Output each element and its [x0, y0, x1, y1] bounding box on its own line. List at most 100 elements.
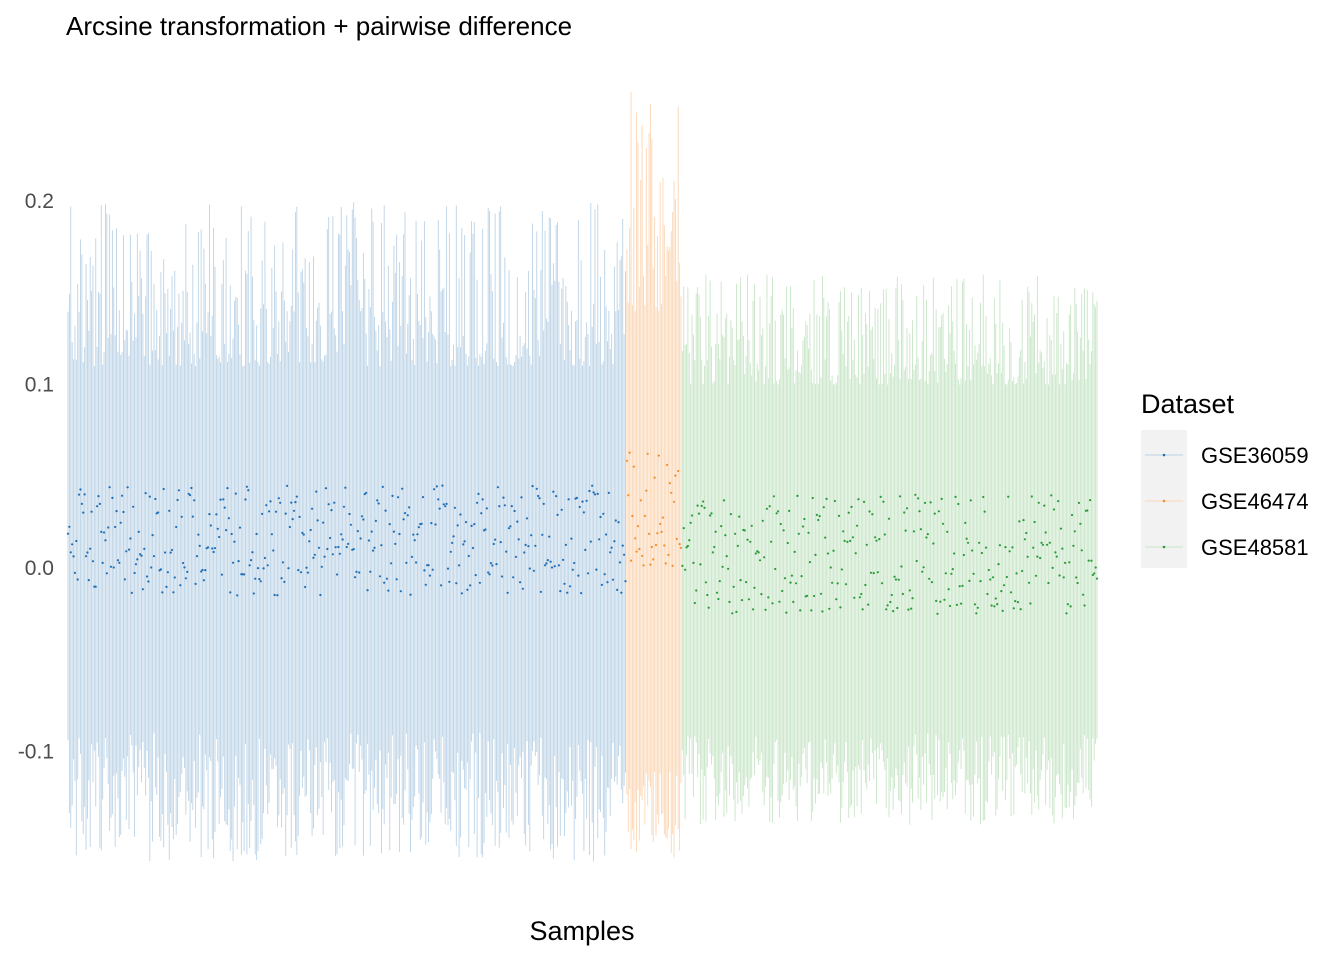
sample-median-point	[618, 561, 622, 564]
sample-median-point	[570, 537, 573, 540]
sample-median-point	[481, 498, 484, 501]
sample-median-point	[183, 566, 186, 569]
sample-median-point	[733, 532, 737, 535]
sample-median-point	[717, 597, 720, 601]
sample-median-point	[294, 501, 297, 504]
sample-median-point	[381, 485, 384, 488]
sample-median-point	[237, 560, 240, 563]
sample-median-point	[69, 551, 72, 554]
sample-median-point	[126, 486, 129, 489]
sample-median-point	[775, 512, 778, 515]
sample-median-point	[249, 559, 253, 562]
sample-median-point	[969, 499, 972, 502]
sample-median-point	[162, 487, 165, 491]
sample-median-point	[111, 496, 114, 499]
sample-median-point	[513, 509, 516, 513]
sample-median-point	[434, 523, 437, 526]
sample-median-point	[353, 576, 357, 579]
sample-median-point	[223, 506, 226, 509]
sample-median-point	[312, 556, 315, 559]
legend-key-background	[1141, 430, 1187, 568]
sample-median-point	[647, 532, 651, 536]
sample-median-point	[460, 592, 463, 595]
sample-median-point	[740, 599, 744, 602]
sample-median-point	[1083, 604, 1086, 607]
sample-median-point	[606, 581, 609, 584]
sample-median-point	[695, 589, 698, 592]
sample-median-point	[896, 606, 899, 610]
sample-median-point	[89, 547, 92, 550]
sample-median-point	[555, 495, 558, 498]
sample-median-point	[1016, 601, 1020, 604]
sample-median-point	[197, 533, 200, 536]
sample-median-point	[930, 581, 934, 584]
sample-median-point	[114, 525, 117, 529]
sample-median-point	[851, 536, 855, 539]
sample-median-point	[718, 580, 721, 583]
sample-median-point	[446, 567, 450, 570]
sample-range-lines	[67, 92, 1098, 862]
sample-median-point	[532, 569, 536, 572]
sample-median-point	[602, 512, 605, 515]
sample-median-point	[846, 540, 849, 544]
sample-median-point	[1069, 605, 1072, 608]
sample-median-point	[921, 570, 924, 573]
legend: Dataset GSE36059 GSE46474 GSE48581	[1141, 389, 1309, 568]
sample-median-point	[886, 604, 889, 607]
sample-median-point	[839, 606, 842, 609]
plot-area	[66, 92, 1099, 862]
sample-median-point	[129, 537, 132, 540]
sample-median-point	[833, 499, 837, 503]
sample-median-point	[71, 543, 74, 546]
sample-median-point	[152, 555, 156, 558]
sample-median-point	[950, 572, 953, 575]
sample-median-point	[305, 566, 308, 569]
sample-median-point	[190, 486, 193, 490]
sample-median-point	[179, 584, 182, 587]
sample-median-point	[1094, 566, 1097, 569]
sample-median-point	[589, 540, 592, 543]
sample-median-point	[216, 527, 219, 530]
sample-median-point	[280, 577, 283, 580]
legend-key-point	[1162, 545, 1166, 549]
sample-median-point	[238, 526, 242, 529]
sample-median-point	[937, 510, 941, 513]
sample-median-point	[231, 561, 235, 564]
sample-median-point	[182, 561, 185, 565]
sample-median-point	[880, 582, 884, 585]
sample-median-point	[575, 496, 579, 499]
sample-median-point	[808, 561, 812, 564]
sample-median-point	[739, 579, 742, 582]
sample-median-point	[580, 592, 583, 595]
sample-median-point	[333, 501, 336, 504]
sample-median-points	[66, 451, 1099, 615]
sample-median-point	[642, 564, 645, 567]
sample-median-point	[837, 514, 841, 518]
sample-median-point	[638, 547, 641, 551]
sample-median-point	[782, 529, 785, 532]
sample-median-point	[290, 501, 293, 504]
sample-median-point	[668, 482, 671, 485]
sample-median-point	[376, 499, 379, 502]
sample-median-point	[1048, 541, 1051, 544]
sample-median-point	[832, 549, 835, 552]
sample-median-point	[1057, 500, 1060, 503]
sample-median-point	[910, 607, 913, 610]
sample-median-point	[722, 499, 726, 502]
sample-median-point	[922, 566, 925, 569]
sample-median-point	[337, 545, 340, 549]
sample-median-point	[681, 564, 684, 568]
sample-median-point	[724, 534, 727, 537]
sample-median-point	[102, 531, 106, 534]
sample-median-point	[186, 570, 189, 574]
sample-median-point	[286, 484, 289, 487]
sample-median-point	[1079, 522, 1082, 525]
sample-median-point	[765, 507, 769, 510]
sample-median-point	[539, 590, 543, 594]
sample-median-point	[796, 494, 799, 497]
sample-median-point	[176, 498, 179, 502]
sample-median-point	[686, 544, 690, 548]
sample-median-point	[944, 572, 947, 575]
sample-median-point	[484, 528, 487, 531]
sample-median-point	[234, 492, 237, 495]
